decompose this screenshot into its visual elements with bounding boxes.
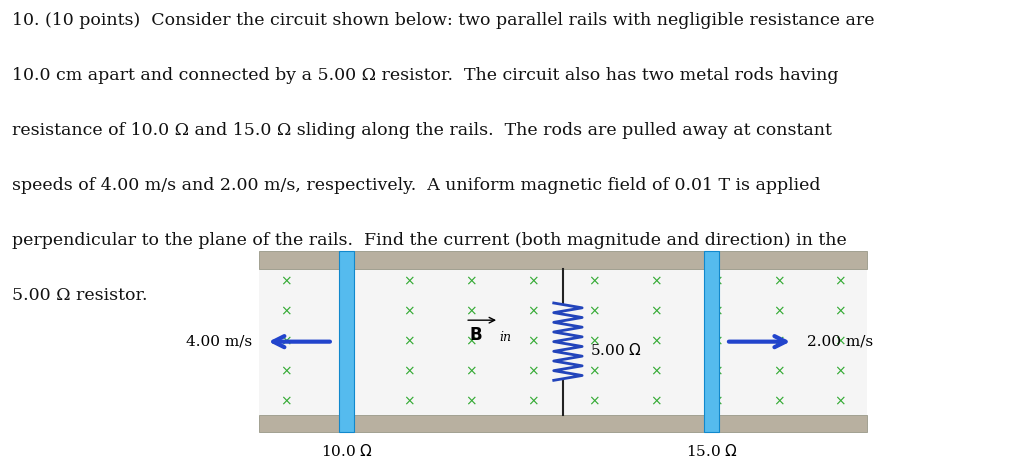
Text: $\times$: $\times$ [712,304,723,318]
Text: $\times$: $\times$ [281,365,292,379]
Text: 5.00 Ω resistor.: 5.00 Ω resistor. [12,287,147,304]
Text: $\mathbf{B}$: $\mathbf{B}$ [469,326,482,344]
Text: $\times$: $\times$ [526,304,539,318]
Text: $\times$: $\times$ [835,395,846,409]
Text: $\times$: $\times$ [281,275,292,289]
Text: $\times$: $\times$ [773,275,784,289]
Text: $\times$: $\times$ [835,335,846,349]
Text: $\times$: $\times$ [526,395,539,409]
Text: $\times$: $\times$ [465,395,477,409]
Bar [259,269,867,415]
Text: $\times$: $\times$ [649,365,662,379]
Text: $\times$: $\times$ [649,335,662,349]
Text: $\times$: $\times$ [649,275,662,289]
Text: $\times$: $\times$ [773,365,784,379]
Text: $\times$: $\times$ [588,395,600,409]
Text: $\times$: $\times$ [835,275,846,289]
Text: $\times$: $\times$ [649,304,662,318]
Text: $\times$: $\times$ [526,275,539,289]
Text: $\times$: $\times$ [465,275,477,289]
Bar [340,251,354,432]
Text: $\times$: $\times$ [835,365,846,379]
Text: $\times$: $\times$ [281,335,292,349]
Text: $\times$: $\times$ [465,304,477,318]
Text: $\times$: $\times$ [342,395,353,409]
Text: $\times$: $\times$ [403,304,415,318]
Text: $\times$: $\times$ [342,335,353,349]
Text: $\times$: $\times$ [526,335,539,349]
Text: $\times$: $\times$ [403,365,415,379]
Text: 10.0 cm apart and connected by a 5.00 Ω resistor.  The circuit also has two meta: 10.0 cm apart and connected by a 5.00 Ω … [12,67,839,84]
Text: $\times$: $\times$ [588,275,600,289]
Text: $\times$: $\times$ [712,365,723,379]
Text: $\times$: $\times$ [403,395,415,409]
Text: $\times$: $\times$ [712,395,723,409]
Text: $\times$: $\times$ [773,335,784,349]
Text: resistance of 10.0 Ω and 15.0 Ω sliding along the rails.  The rods are pulled aw: resistance of 10.0 Ω and 15.0 Ω sliding … [12,122,833,139]
Text: $\times$: $\times$ [588,335,600,349]
Text: $\times$: $\times$ [465,335,477,349]
Text: $\times$: $\times$ [526,365,539,379]
Text: 10. (10 points)  Consider the circuit shown below: two parallel rails with negli: 10. (10 points) Consider the circuit sho… [12,12,874,28]
Text: speeds of 4.00 m/s and 2.00 m/s, respectively.  A uniform magnetic field of 0.01: speeds of 4.00 m/s and 2.00 m/s, respect… [12,177,821,194]
Bar [259,415,867,432]
Text: $\times$: $\times$ [403,335,415,349]
Text: 5.00 $\Omega$: 5.00 $\Omega$ [590,342,642,358]
Text: $\times$: $\times$ [773,304,784,318]
Text: $\times$: $\times$ [465,365,477,379]
Text: $\times$: $\times$ [403,275,415,289]
Text: $\times$: $\times$ [342,304,353,318]
Text: $\times$: $\times$ [342,365,353,379]
Text: in: in [499,331,511,344]
Text: $\times$: $\times$ [649,395,662,409]
Text: $\times$: $\times$ [712,335,723,349]
Text: $\times$: $\times$ [281,395,292,409]
Text: $\times$: $\times$ [342,275,353,289]
Text: $\times$: $\times$ [835,304,846,318]
Text: $\times$: $\times$ [281,304,292,318]
Text: perpendicular to the plane of the rails.  Find the current (both magnitude and d: perpendicular to the plane of the rails.… [12,232,847,249]
Bar [705,251,719,432]
Text: $\times$: $\times$ [773,395,784,409]
Text: 10.0 $\Omega$: 10.0 $\Omega$ [321,443,373,459]
Text: 2.00 m/s: 2.00 m/s [807,335,872,349]
Text: $\times$: $\times$ [588,365,600,379]
Text: $\times$: $\times$ [712,275,723,289]
Text: $\times$: $\times$ [588,304,600,318]
Text: 15.0 $\Omega$: 15.0 $\Omega$ [686,443,738,459]
Text: 4.00 m/s: 4.00 m/s [186,335,252,349]
Bar [259,251,867,269]
